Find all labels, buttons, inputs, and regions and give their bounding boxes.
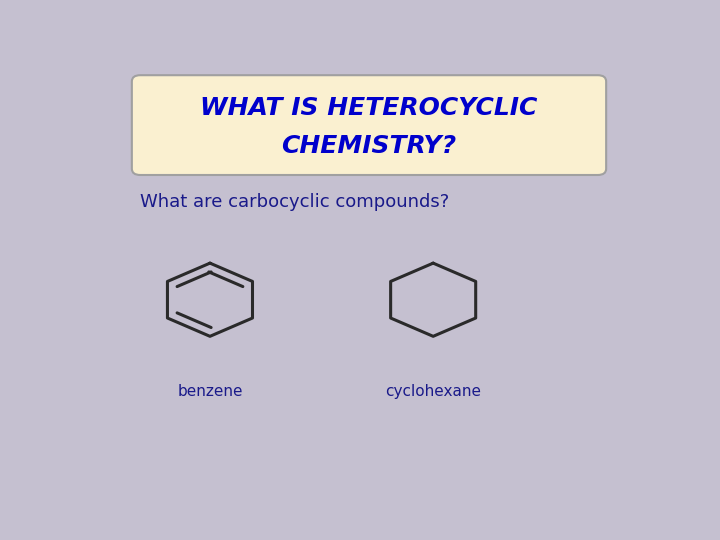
Text: benzene: benzene — [177, 384, 243, 399]
Text: WHAT IS HETEROCYCLIC: WHAT IS HETEROCYCLIC — [200, 97, 538, 120]
Text: cyclohexane: cyclohexane — [385, 384, 481, 399]
Text: What are carbocyclic compounds?: What are carbocyclic compounds? — [140, 193, 449, 211]
Text: CHEMISTRY?: CHEMISTRY? — [282, 134, 456, 158]
FancyBboxPatch shape — [132, 75, 606, 175]
